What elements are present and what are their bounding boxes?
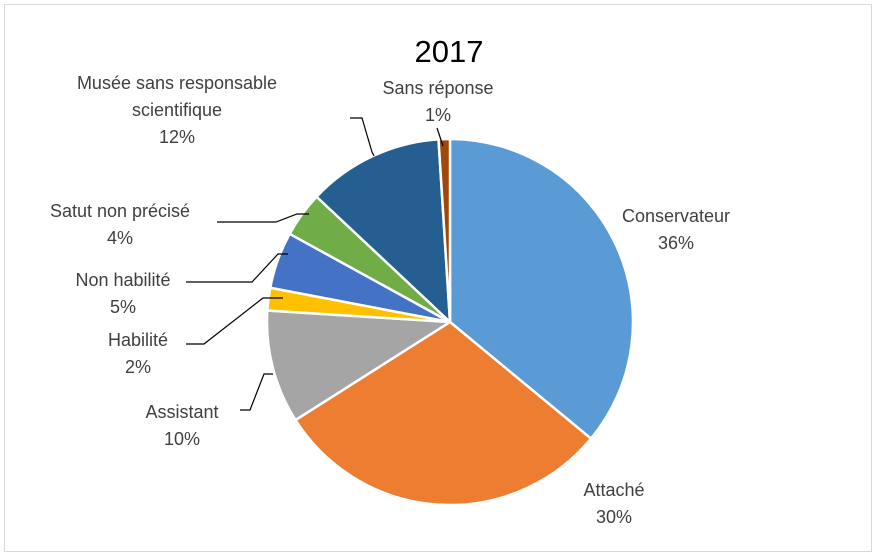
slice-category: scientifique [132,100,222,120]
slice-category: Sans réponse [382,78,493,98]
slice-percentage: 5% [110,297,136,317]
pie-slice-conservateur [448,137,635,440]
leader-line-sans-reponse [436,127,444,147]
slice-percentage: 36% [658,233,694,253]
leader-line-habilite [186,297,283,345]
slice-category: Non habilité [75,270,170,290]
slice-percentage: 2% [125,357,151,377]
pie-slice-assistant [265,309,452,422]
slice-label-non-habilite: Non habilité 5% [75,270,170,317]
leader-line-satut-non-precise [217,213,309,223]
slice-label-sans-reponse: Sans réponse 1% [382,78,493,125]
leader-line-non-habilite [186,253,288,283]
leader-lines [186,117,444,411]
pie-slice-sans-reponse [437,137,452,324]
slice-category: Attaché [583,480,644,500]
slice-percentage: 4% [107,228,133,248]
slice-label-satut-non-precise: Satut non précisé 4% [50,201,190,248]
slice-label-assistant: Assistant 10% [145,402,218,449]
slice-category: Musée sans responsable [77,73,277,93]
slice-label-musee-sans-responsable-scientifique: Musée sans responsable scientifique 12% [77,73,277,147]
leader-line-assistant [240,373,273,411]
slice-category: Habilité [108,330,168,350]
slice-label-conservateur: Conservateur 36% [622,206,730,253]
leader-line-musee-sans-responsable-scientifique [350,117,375,157]
slice-percentage: 12% [159,127,195,147]
slice-category: Conservateur [622,206,730,226]
slice-label-habilite: Habilité 2% [108,330,168,377]
slice-labels: Conservateur 36% Attaché 30% Assistant 10% Hab… [50,73,730,527]
pie-slices [265,137,635,507]
pie-slice-musee-sans-responsable-scientifique [315,138,452,324]
slice-category: Assistant [145,402,218,422]
slice-label-attache: Attaché 30% [583,480,644,527]
chart-title: 2017 [415,34,484,69]
slice-category: Satut non précisé [50,201,190,221]
slice-percentage: 10% [164,429,200,449]
slice-percentage: 1% [425,105,451,125]
slice-percentage: 30% [596,507,632,527]
pie-slice-attache [294,320,593,507]
